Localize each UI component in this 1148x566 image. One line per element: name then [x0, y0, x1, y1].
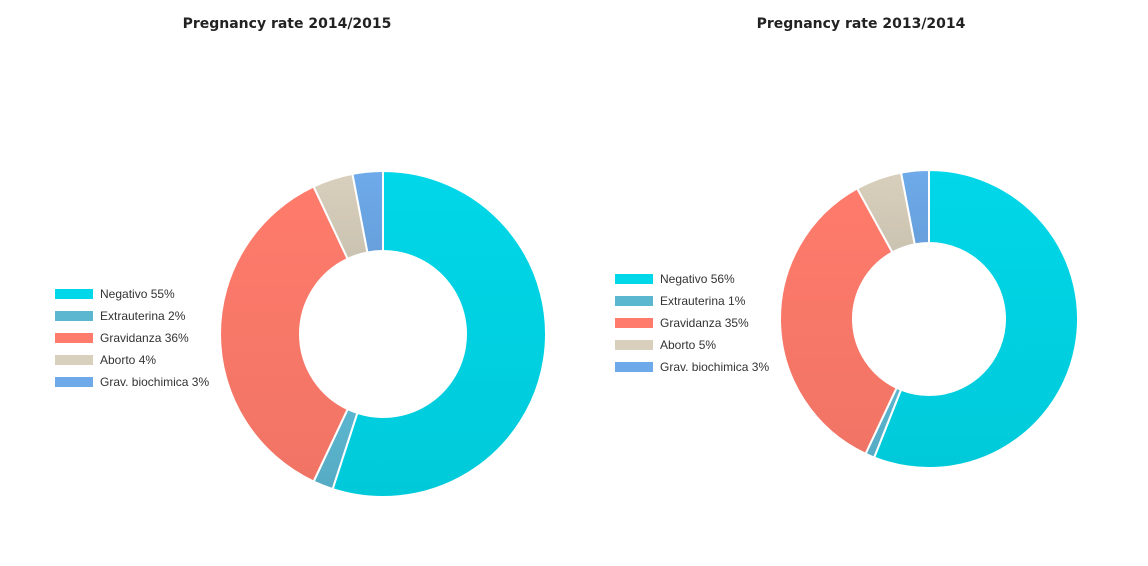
- legend-item-aborto[interactable]: Aborto 4%: [55, 349, 209, 371]
- legend-swatch: [55, 377, 93, 387]
- chart-title: Pregnancy rate 2013/2014: [756, 16, 966, 32]
- legend-swatch: [615, 296, 653, 306]
- legend-label: Extrauterina 2%: [100, 309, 186, 323]
- legend-item-negativo[interactable]: Negativo 56%: [615, 268, 769, 290]
- slice-negativo[interactable]: [872, 168, 1079, 469]
- legend-label: Gravidanza 35%: [660, 316, 749, 330]
- legend: Negativo 55% Extrauterina 2% Gravidanza …: [55, 283, 209, 393]
- legend-swatch: [615, 274, 653, 284]
- donut-chart: [219, 169, 547, 498]
- slice-negativo[interactable]: [331, 169, 547, 498]
- legend-swatch: [55, 311, 93, 321]
- legend-label: Aborto 5%: [660, 338, 717, 352]
- legend-swatch: [615, 340, 653, 350]
- legend-item-aborto[interactable]: Aborto 5%: [615, 334, 769, 356]
- legend-label: Extrauterina 1%: [660, 294, 746, 308]
- donut-chart: [779, 168, 1079, 469]
- slice-grav-biochimica[interactable]: [899, 168, 930, 246]
- legend-label: Grav. biochimica 3%: [660, 360, 770, 374]
- legend-item-extrauterina[interactable]: Extrauterina 2%: [55, 305, 209, 327]
- legend-item-gravidanza[interactable]: Gravidanza 36%: [55, 327, 209, 349]
- legend-label: Grav. biochimica 3%: [100, 375, 210, 389]
- slice-gravidanza[interactable]: [219, 185, 349, 483]
- legend: Negativo 56% Extrauterina 1% Gravidanza …: [615, 268, 769, 378]
- slice-gravidanza[interactable]: [779, 187, 898, 456]
- legend-item-negativo[interactable]: Negativo 55%: [55, 283, 209, 305]
- legend-item-gravidanza[interactable]: Gravidanza 35%: [615, 312, 769, 334]
- legend-swatch: [55, 289, 93, 299]
- legend-item-grav-biochimica[interactable]: Grav. biochimica 3%: [55, 371, 209, 393]
- legend-label: Negativo 56%: [660, 272, 735, 286]
- legend-swatch: [55, 355, 93, 365]
- legend-label: Negativo 55%: [100, 287, 175, 301]
- slice-grav-biochimica[interactable]: [351, 169, 384, 254]
- legend-swatch: [55, 333, 93, 343]
- chart-panel-2014-2015: Pregnancy rate 2014/2015 Negativo 55% Ex…: [55, 16, 547, 498]
- legend-item-grav-biochimica[interactable]: Grav. biochimica 3%: [615, 356, 769, 378]
- chart-panel-2013-2014: Pregnancy rate 2013/2014 Negativo 56% Ex…: [574, 0, 1148, 566]
- legend-label: Gravidanza 36%: [100, 331, 189, 345]
- chart-title: Pregnancy rate 2014/2015: [182, 16, 392, 32]
- legend-swatch: [615, 318, 653, 328]
- legend-label: Aborto 4%: [100, 353, 157, 367]
- legend-item-extrauterina[interactable]: Extrauterina 1%: [615, 290, 769, 312]
- legend-swatch: [615, 362, 653, 372]
